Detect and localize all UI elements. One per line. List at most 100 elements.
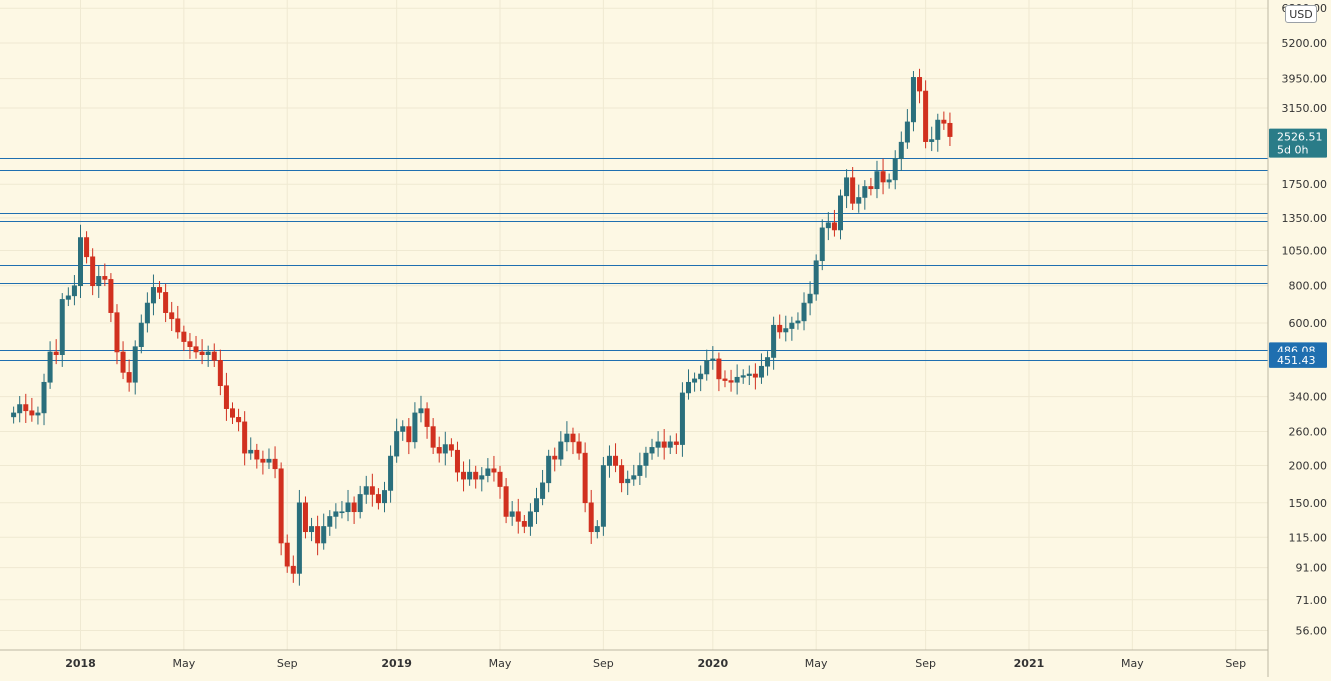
candle-body <box>576 441 582 454</box>
candle-body <box>132 346 138 383</box>
candle-body <box>868 186 874 190</box>
candle-body <box>102 276 108 280</box>
candle-body <box>947 122 953 137</box>
candle-body <box>71 285 77 297</box>
candle-body <box>120 351 126 373</box>
candle-body <box>643 452 649 466</box>
candle-body <box>752 373 758 378</box>
candle-body <box>521 521 527 527</box>
candle-body <box>144 302 150 324</box>
candle-body <box>716 358 722 380</box>
candle-body <box>801 302 807 322</box>
candle-body <box>169 312 175 320</box>
candle-body <box>35 412 41 416</box>
candle-body <box>309 526 315 533</box>
candle-body <box>181 331 187 342</box>
candle-body <box>479 475 485 480</box>
candle-body <box>260 458 266 463</box>
candle-body <box>588 502 594 533</box>
candle-body <box>485 468 491 476</box>
price-tick-label: 150.00 <box>1289 497 1328 510</box>
candle-body <box>765 357 771 367</box>
currency-badge[interactable]: USD <box>1285 5 1317 23</box>
candle-body <box>910 77 916 123</box>
candle-body <box>789 322 795 329</box>
price-tick-label: 1350.00 <box>1282 212 1328 225</box>
candle-body <box>825 222 831 229</box>
price-tick-label: 5200.00 <box>1282 37 1328 50</box>
candlesticks <box>11 68 953 586</box>
price-tick-label: 260.00 <box>1289 425 1328 438</box>
candle-body <box>673 441 679 445</box>
price-tag-bg <box>1269 351 1327 368</box>
candle-body <box>649 447 655 454</box>
candle-body <box>533 498 539 513</box>
candle-body <box>290 565 296 574</box>
candle-body <box>923 90 929 142</box>
candle-body <box>546 455 552 484</box>
candle-body <box>321 526 327 544</box>
candle-body <box>637 465 643 476</box>
candle-body <box>619 465 625 484</box>
candle-body <box>679 392 685 445</box>
candle-body <box>23 404 29 412</box>
price-tag-value: 2526.51 <box>1277 131 1323 144</box>
time-axis[interactable]: 2018 May Sep 2019 May Sep 2020 May Sep 2021 May Sep <box>65 657 1246 670</box>
candle-body <box>363 486 369 495</box>
candle-body <box>813 260 819 295</box>
candle-body <box>138 322 144 347</box>
candle-body <box>850 177 856 204</box>
candle-body <box>163 292 169 313</box>
candle-body <box>211 351 217 361</box>
candle-body <box>473 471 479 480</box>
candle-body <box>807 293 813 304</box>
time-tick-label: May <box>489 657 512 670</box>
candle-body <box>157 287 163 293</box>
candle-body <box>327 516 333 527</box>
candle-body <box>844 177 850 197</box>
candle-body <box>503 486 509 517</box>
candle-body <box>254 449 260 460</box>
candle-body <box>284 542 290 567</box>
price-tag-value: 451.43 <box>1277 354 1316 367</box>
candle-body <box>333 511 339 517</box>
price-axis[interactable]: 56.00 71.00 91.00 115.00 150.00 200.00 260.00 3… <box>1282 2 1328 637</box>
candle-body <box>454 449 460 473</box>
candle-body <box>467 471 473 480</box>
candle-body <box>41 381 47 414</box>
price-tick-label: 340.00 <box>1289 391 1328 404</box>
candle-body <box>315 526 321 544</box>
candle-body <box>606 455 612 466</box>
candle-body <box>734 376 740 383</box>
time-tick-label: Sep <box>277 657 298 670</box>
horizontal-levels[interactable] <box>0 158 1268 361</box>
candle-body <box>777 324 783 333</box>
candle-body <box>935 119 941 140</box>
candle-body <box>831 222 837 231</box>
candle-body <box>205 351 211 355</box>
candle-body <box>108 279 114 313</box>
candle-body <box>90 256 96 287</box>
candle-body <box>296 502 302 574</box>
candle-body <box>655 441 661 448</box>
price-tag-bg <box>1269 128 1327 158</box>
candle-body <box>692 378 698 383</box>
candle-body <box>728 380 734 383</box>
candle-body <box>84 237 90 258</box>
candle-body <box>442 444 448 454</box>
time-tick-label: May <box>1121 657 1144 670</box>
candle-body <box>150 287 156 304</box>
price-tick-label: 1750.00 <box>1282 178 1328 191</box>
candle-body <box>17 404 23 414</box>
candle-body <box>527 511 533 527</box>
candle-body <box>929 139 935 142</box>
candle-body <box>394 431 400 457</box>
candle-body <box>917 77 923 92</box>
candle-body <box>175 318 181 333</box>
price-tick-label: 200.00 <box>1289 459 1328 472</box>
grid <box>0 0 1268 650</box>
candle-body <box>302 502 308 533</box>
candle-body <box>59 299 65 355</box>
